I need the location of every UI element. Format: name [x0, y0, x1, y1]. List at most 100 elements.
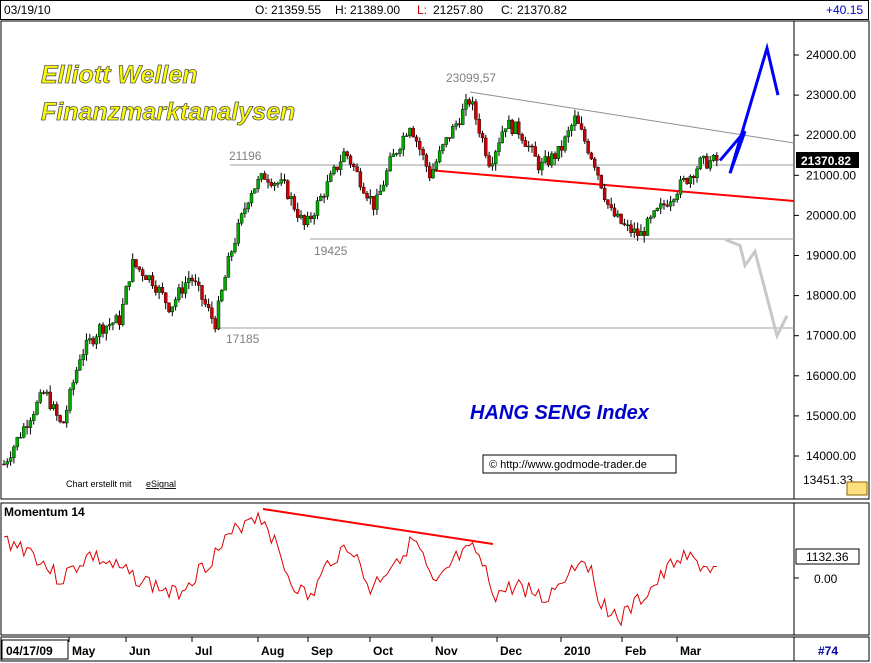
candle-body	[599, 174, 603, 189]
high-value: 21389.00	[350, 3, 401, 17]
candle-body	[246, 202, 250, 210]
candle-body	[259, 173, 264, 180]
candle-body	[329, 173, 333, 182]
candle-body	[352, 164, 356, 167]
candle-body	[550, 153, 554, 166]
candle-body	[381, 184, 386, 192]
candle-body	[190, 277, 194, 281]
credit-text: Chart erstellt mit	[66, 479, 132, 489]
momentum-value-box	[795, 548, 860, 565]
candle-body	[121, 304, 125, 325]
month-label: May	[72, 644, 96, 658]
candle-body	[64, 410, 69, 424]
candle-body	[253, 188, 257, 194]
candle-body	[464, 99, 468, 110]
candle-body	[408, 128, 412, 136]
candle-body	[71, 382, 76, 390]
candle-body	[563, 136, 567, 151]
candle-body	[556, 146, 561, 159]
momentum-panel	[0, 502, 795, 636]
candle-body	[272, 183, 277, 186]
index-title: HANG SENG Index	[470, 402, 650, 424]
candle-body	[154, 285, 158, 293]
candle-body	[635, 228, 640, 236]
peak-label: 23099,57	[446, 71, 496, 85]
momentum-axis-panel	[793, 502, 870, 636]
candle-body	[97, 324, 102, 337]
open-label: O:	[255, 3, 268, 17]
candle-body	[236, 222, 241, 244]
candle-body	[124, 286, 128, 305]
candle-body	[391, 153, 396, 157]
momentum-zero: 0.00	[814, 572, 838, 586]
candle-body	[579, 123, 584, 130]
candle-body	[428, 166, 432, 179]
candle-body	[546, 156, 551, 166]
candle-body	[629, 224, 633, 233]
candle-body	[140, 269, 145, 277]
candle-body	[117, 315, 122, 325]
candle-body	[25, 426, 29, 428]
price-tick-label: 15000.00	[806, 409, 856, 423]
candle-body	[553, 153, 557, 159]
candle-body	[55, 404, 59, 416]
candle-body	[659, 203, 663, 209]
candle-body	[180, 287, 184, 294]
forecast-up-path	[718, 42, 780, 174]
candle-body	[32, 414, 36, 421]
scale-icon[interactable]	[846, 481, 868, 496]
quote-header: 03/19/10 O: 21359.55 H: 21389.00 L: 2125…	[0, 0, 869, 20]
price-tick-label: 18000.00	[806, 289, 856, 303]
price-tick-label: 24000.00	[806, 48, 856, 62]
candle-body	[527, 145, 531, 148]
month-label: Aug	[261, 644, 284, 658]
candle-body	[639, 231, 643, 236]
credit-link[interactable]: eSignal	[146, 479, 176, 489]
candle-body	[530, 145, 534, 148]
candle-body	[510, 119, 514, 134]
close-value: 21370.82	[517, 3, 568, 17]
candle-body	[447, 137, 452, 139]
candle-body	[560, 146, 564, 151]
candle-body	[688, 176, 693, 184]
candle-body	[632, 228, 636, 233]
candle-body	[269, 182, 273, 186]
quote-date: 03/19/10	[4, 3, 51, 17]
candle-body	[355, 166, 359, 172]
candle-body	[233, 243, 237, 252]
candle-body	[173, 299, 178, 307]
price-tick-label: 16000.00	[806, 369, 856, 383]
candle-body	[711, 155, 716, 161]
candle-body	[61, 421, 66, 424]
month-labels: May Jun Jul Aug Sep Oct Nov Dec 2010 Feb Mar	[68, 637, 702, 658]
candle-body	[507, 119, 511, 129]
candle-body	[649, 216, 653, 219]
candle-body	[134, 259, 138, 268]
close-label: C:	[501, 3, 513, 17]
candle-body	[678, 179, 683, 195]
candle-body	[193, 280, 198, 283]
candle-body	[144, 275, 148, 280]
candle-body	[206, 304, 211, 309]
price-tick-label: 14000.00	[806, 449, 856, 463]
candle-body	[12, 446, 16, 458]
candle-body	[672, 199, 676, 202]
candle-body	[302, 215, 306, 226]
candle-body	[279, 179, 283, 184]
candle-body	[513, 121, 518, 134]
candle-body	[203, 299, 208, 305]
candle-body	[675, 194, 679, 200]
candle-body	[45, 391, 49, 394]
candle-body	[147, 275, 151, 280]
title-line-1: Elliott Wellen	[41, 61, 198, 89]
candle-body	[368, 195, 372, 199]
candle-body	[127, 281, 132, 287]
candle-body	[84, 339, 89, 355]
candle-body	[454, 123, 458, 127]
candle-body	[434, 161, 438, 170]
candle-body	[474, 101, 478, 120]
candle-body	[378, 190, 382, 196]
candle-body	[243, 208, 247, 214]
candle-body	[107, 324, 112, 327]
